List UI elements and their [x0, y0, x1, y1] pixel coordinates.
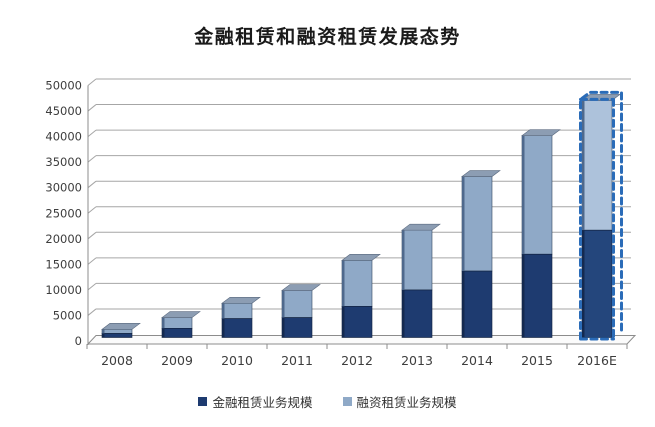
bar-segment-finance-leasing	[401, 229, 433, 291]
y-axis-tick-label: 5000	[53, 308, 82, 322]
gridline-bevel	[87, 257, 97, 265]
bar-left-shade	[402, 230, 405, 290]
bar-left-shade	[162, 328, 165, 338]
y-axis-tick-label: 40000	[45, 130, 82, 144]
gridline-bevel	[87, 206, 97, 214]
bar-top-face	[341, 254, 381, 261]
legend-item-financial-leasing: 金融租赁业务规模	[198, 392, 313, 411]
bar-left-shade	[582, 230, 585, 338]
bar-left-shade	[282, 290, 285, 318]
bar-left-shade	[162, 317, 165, 329]
x-axis-tick-label: 2016E	[577, 353, 617, 368]
gridline-bevel	[87, 129, 97, 137]
bar-segment-financial-leasing	[281, 317, 313, 338]
bar-segment-finance-leasing	[101, 329, 133, 334]
forecast-dashed-outline	[579, 90, 623, 341]
bar-left-shade	[342, 306, 345, 338]
gridline-bevel	[87, 308, 97, 316]
x-axis-tick-label: 2012	[341, 353, 373, 368]
bar-segment-financial-leasing	[161, 328, 193, 338]
gridline-bevel	[87, 283, 97, 291]
bar-segment-financial-leasing	[341, 306, 373, 338]
y-axis-tick-label: 0	[75, 334, 82, 348]
x-axis-tick-label: 2013	[401, 353, 433, 368]
bar-segment-financial-leasing	[581, 229, 613, 338]
bar-top-face	[401, 223, 441, 231]
bar-segment-finance-leasing	[161, 317, 193, 329]
gridline-bevel	[87, 155, 97, 163]
bar-segment-finance-leasing	[581, 100, 613, 231]
bar-left-shade	[222, 318, 225, 338]
y-axis-tick-label: 10000	[45, 283, 82, 297]
legend-label-financial-leasing: 金融租赁业务规模	[212, 395, 313, 410]
legend-swatch-light-icon	[342, 397, 352, 406]
legend-label-finance-leasing: 融资租赁业务规模	[356, 395, 457, 410]
bar-left-shade	[522, 254, 525, 338]
bar-segment-financial-leasing	[521, 253, 553, 338]
gridline-bevel	[87, 78, 97, 86]
gridline-bevel	[87, 180, 97, 189]
bar-left-shade	[102, 329, 105, 334]
bar-left-shade	[582, 100, 585, 231]
bar-left-shade	[402, 289, 405, 338]
x-axis-tick-label: 2014	[461, 353, 493, 368]
bar-segment-finance-leasing	[341, 260, 373, 307]
chart-title: 金融租赁和融资租赁发展态势	[194, 26, 461, 48]
x-axis-tick-label: 2011	[281, 353, 313, 368]
y-axis-tick-label: 45000	[45, 104, 82, 118]
bar-left-shade	[102, 333, 105, 338]
x-axis-tick-label: 2009	[161, 353, 193, 368]
x-axis-tick-label: 2010	[221, 353, 253, 368]
y-axis-tick-label: 35000	[45, 155, 82, 169]
x-axis-tick-label: 2015	[521, 353, 553, 368]
bar-segment-financial-leasing	[461, 270, 493, 338]
x-axis-tick-label: 2008	[101, 353, 133, 368]
bar-top-face	[521, 129, 561, 136]
y-axis-tick-label: 30000	[45, 181, 82, 195]
bar-segment-financial-leasing	[101, 333, 133, 338]
bar-segment-financial-leasing	[401, 289, 433, 338]
bar-top-face	[221, 296, 261, 304]
y-axis-tick-label: 15000	[45, 257, 82, 271]
bar-segment-financial-leasing	[221, 318, 253, 338]
bar-left-shade	[222, 303, 225, 319]
chart-legend: 金融租赁业务规模 融资租赁业务规模	[0, 392, 655, 411]
y-axis-tick-label: 20000	[45, 232, 82, 246]
bar-left-shade	[342, 260, 345, 307]
legend-item-finance-leasing: 融资租赁业务规模	[342, 392, 457, 411]
gridline-bevel	[87, 104, 97, 112]
bar-segment-finance-leasing	[521, 135, 553, 255]
bar-left-shade	[282, 317, 285, 338]
bar-segment-finance-leasing	[221, 302, 253, 319]
bar-left-shade	[522, 135, 525, 255]
bar-left-shade	[462, 176, 465, 272]
bar-top-face	[461, 170, 501, 177]
bar-top-face	[281, 284, 321, 291]
bar-top-face	[161, 311, 201, 318]
bar-segment-finance-leasing	[281, 290, 313, 318]
y-axis-tick-label: 25000	[45, 206, 82, 220]
bar-segment-finance-leasing	[461, 176, 493, 272]
legend-swatch-dark-icon	[198, 397, 208, 406]
bar-top-face	[101, 323, 141, 330]
bar-left-shade	[462, 271, 465, 338]
y-axis-tick-label: 50000	[45, 79, 82, 93]
gridline-bevel	[87, 231, 97, 240]
